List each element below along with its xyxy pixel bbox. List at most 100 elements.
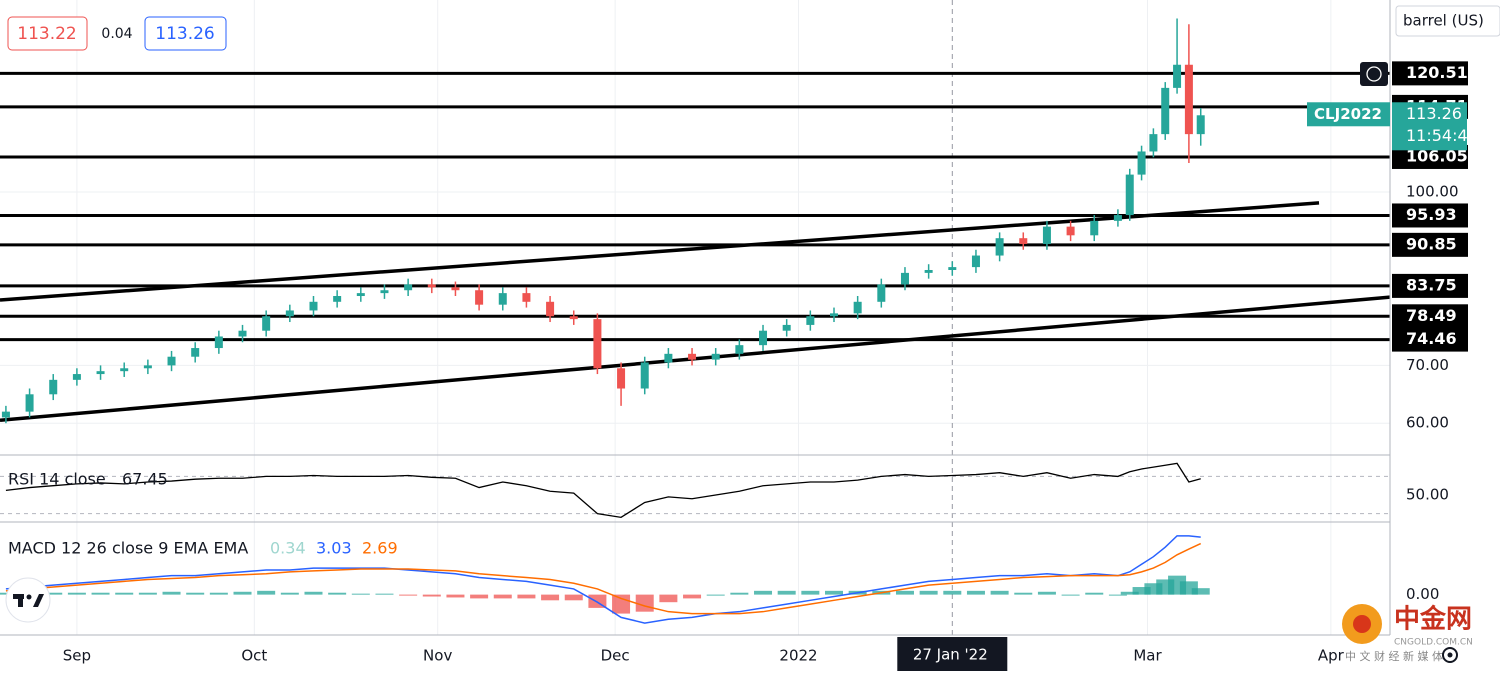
countdown-label: 11:54:47 [1406,126,1478,145]
candle-body [96,371,105,375]
macd-histogram-bar [493,594,512,599]
macd-histogram-bar [801,590,820,595]
level-label: 90.85 [1406,234,1457,253]
candle-body [1090,220,1099,236]
unit-selector[interactable] [1395,5,1500,37]
macd-histogram-bar [1014,592,1033,595]
candle-body [427,284,436,288]
symbol-box [1307,102,1390,127]
macd-histogram-bar [399,594,418,596]
macd-histogram-bar [825,590,843,595]
candle-body [498,293,507,305]
level-label: 78.49 [1406,306,1457,325]
level-label: 74.46 [1406,329,1457,348]
candle-body [191,348,200,357]
candle-body [782,324,791,331]
rsi-value: 67.45 [122,470,168,489]
macd-value: 3.03 [316,539,352,558]
candle-body [238,330,247,337]
candle-body [404,284,413,291]
candle-body [25,394,34,412]
macd-histogram-bar [706,594,725,596]
y-tick-label: 70.00 [1406,356,1449,374]
y-tick-label: 100.00 [1406,182,1459,200]
macd-tick-label: 0.00 [1406,585,1439,603]
watermark: 中金网 CNGOLD.COM.CN 中 文 财 经 新 媒 体 [1342,604,1473,663]
macd-histogram-bar [209,592,228,595]
candle-body [1019,238,1028,244]
watermark-name: 中金网 [1394,604,1472,635]
candle-body [830,313,838,317]
candle-body [380,290,389,294]
candle-body [214,336,223,349]
macd-histogram-bar [304,591,323,595]
candle-body [1184,64,1193,135]
candle-body [1137,151,1146,175]
candle-body [900,272,909,285]
trend-line [0,201,1320,302]
level-label: 83.75 [1406,275,1457,294]
watermark-site: CNGOLD.COM.CN [1394,638,1473,648]
candle-body [1,411,10,418]
macd-histogram-bar [1037,591,1056,595]
candle-body [49,379,58,395]
candle-body [475,290,484,305]
candle-body [948,267,957,270]
crosshair-price-button[interactable] [1360,62,1388,86]
settings-icon[interactable] [1442,647,1458,663]
candle-body [617,368,626,389]
macd-histogram-bar [1120,591,1139,595]
candle-body [593,319,602,369]
candle-body [167,356,176,366]
candle-body [853,301,862,314]
macd-histogram-bar [777,590,796,595]
macd-histogram-bar [44,592,63,595]
watermark-slogan: 中 文 财 经 新 媒 体 [1345,649,1443,663]
candle-body [1113,215,1122,221]
last-price-box [1392,102,1467,151]
candle-body [546,301,555,317]
ask-box[interactable] [144,16,227,51]
macd-histogram-bar [91,592,110,595]
y-tick-label: 60.00 [1406,414,1449,432]
macd-histogram-bar [919,590,938,595]
bid-box[interactable] [7,16,88,51]
rsi-tick-label: 50.00 [1406,486,1449,504]
x-tick-label: Apr [1318,647,1345,665]
macd-histogram-bar [754,590,773,595]
candle-body [356,293,365,297]
candle-body [1161,87,1170,135]
macd-histogram-bar [375,593,394,595]
level-label-box [1392,304,1468,329]
bid-price: 113.22 [17,24,76,44]
macd-histogram-bar [422,594,441,597]
macd-histogram-bar [966,590,985,595]
macd-histogram-bar [1061,594,1080,596]
macd-histogram-bar [612,594,631,614]
candle-body [451,287,460,291]
macd-histogram-bar [635,594,654,612]
candle-body [1173,64,1182,88]
plus-icon [1366,66,1382,82]
candle-body [640,362,649,389]
candle-body [877,284,886,302]
unit-label: barrel (US) [1403,12,1484,30]
macd-histogram-bar [351,593,370,595]
candle-body [971,255,980,268]
candle-body [569,316,578,320]
rsi-title: RSI 14 close [8,470,106,489]
macd-histogram-bar [446,594,465,598]
level-label: 106.05 [1406,146,1468,165]
candle-body [735,345,744,354]
macd-histogram-bar [1085,592,1104,595]
candle-body [995,238,1004,256]
macd-histogram-bar [257,590,276,595]
symbol-label: CLJ2022 [1314,105,1382,123]
candle-body [72,374,81,380]
ask-price: 113.26 [155,24,214,44]
x-tick-label: Mar [1133,647,1162,665]
macd-histogram-bar [138,592,157,595]
macd-histogram-bar [1108,594,1127,596]
macd-histogram-bar [517,594,536,599]
